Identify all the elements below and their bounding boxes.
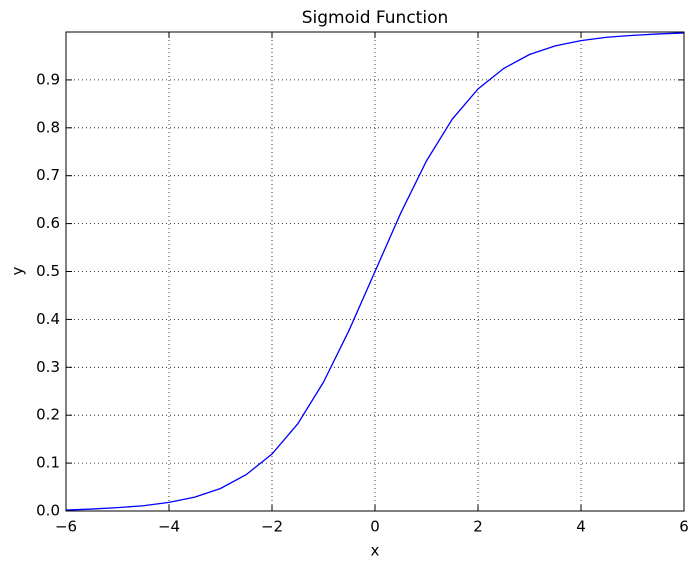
y-tick-label: 0.4: [36, 310, 60, 328]
y-tick-label: 0.1: [36, 454, 60, 472]
y-tick-label: 0.9: [36, 70, 60, 88]
x-tick-label: 0: [370, 518, 380, 536]
x-axis-label: x: [371, 542, 380, 560]
y-tick-label: 0.7: [36, 166, 60, 184]
x-tick-label: −2: [261, 518, 283, 536]
y-tick-label: 0.0: [36, 502, 60, 520]
y-tick-label: 0.2: [36, 406, 60, 424]
plot-frame: [65, 31, 685, 512]
x-tick-label: 4: [576, 518, 586, 536]
x-tick-label: −4: [158, 518, 180, 536]
y-tick-label: 0.8: [36, 118, 60, 136]
y-tick-label: 0.5: [36, 262, 60, 280]
line: [65, 32, 685, 511]
x-tick-label: 6: [679, 518, 689, 536]
x-tick-label: −6: [55, 518, 77, 536]
x-tick-label: 2: [473, 518, 483, 536]
chart-title: Sigmoid Function: [302, 8, 449, 28]
y-axis-label: y: [9, 266, 27, 275]
y-tick-label: 0.3: [36, 358, 60, 376]
y-tick-label: 0.6: [36, 214, 60, 232]
